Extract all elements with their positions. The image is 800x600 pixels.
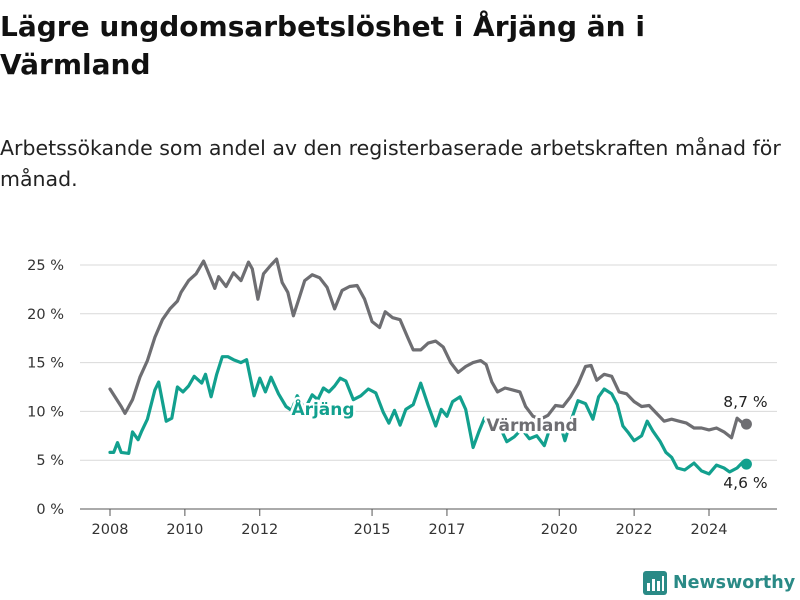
- gridlines: [80, 264, 777, 510]
- y-tick-label: 5 %: [36, 453, 64, 469]
- x-tick-label: 2024: [691, 522, 728, 538]
- x-tick-label: 2008: [92, 522, 129, 538]
- series-lines: [108, 257, 752, 476]
- x-tick-label: 2010: [166, 522, 203, 538]
- line-chart: 0 %5 %10 %15 %20 %25 % 2008 2010 2012 2015 2…: [27, 257, 777, 538]
- series-label-arjang: Årjäng: [291, 397, 354, 420]
- y-tick-label: 20 %: [27, 307, 64, 323]
- x-axis: 2008 2010 2012 2015 2017 2020 2022 2024: [92, 509, 728, 538]
- series-line-varmland: [108, 257, 749, 440]
- x-tick-label: 2020: [541, 522, 578, 538]
- end-value-label: 8,7 %: [723, 393, 767, 411]
- y-tick-label: 0 %: [36, 502, 64, 518]
- series-label-varmland: Värmland: [486, 416, 577, 436]
- x-tick-label: 2012: [241, 522, 278, 538]
- x-tick-label: 2017: [428, 522, 465, 538]
- y-tick-label: 10 %: [27, 404, 64, 420]
- end-value-label: 4,6 %: [723, 474, 767, 492]
- y-tick-label: 15 %: [27, 356, 64, 372]
- y-tick-label: 25 %: [27, 258, 64, 274]
- chart-subtitle: Arbetssökande som andel av den registerb…: [0, 136, 781, 191]
- newsworthy-logo[interactable]: Newsworthy: [643, 567, 795, 599]
- newsworthy-logo-text: Newsworthy: [673, 573, 796, 593]
- series-line-arjang: [108, 355, 749, 476]
- x-tick-label: 2015: [354, 522, 391, 538]
- chart-title: Lägre ungdomsarbetslöshet i Årjäng än i …: [0, 10, 645, 81]
- y-axis: 0 % 5 % 10 % 15 % 20 % 25 %: [27, 258, 64, 518]
- newsworthy-logo-icon: [643, 571, 667, 595]
- series-labels: 8,7 % 4,6 % Värmland Årjäng: [289, 393, 768, 492]
- x-tick-label: 2022: [616, 522, 653, 538]
- end-marker: [740, 458, 752, 470]
- end-marker: [740, 418, 752, 430]
